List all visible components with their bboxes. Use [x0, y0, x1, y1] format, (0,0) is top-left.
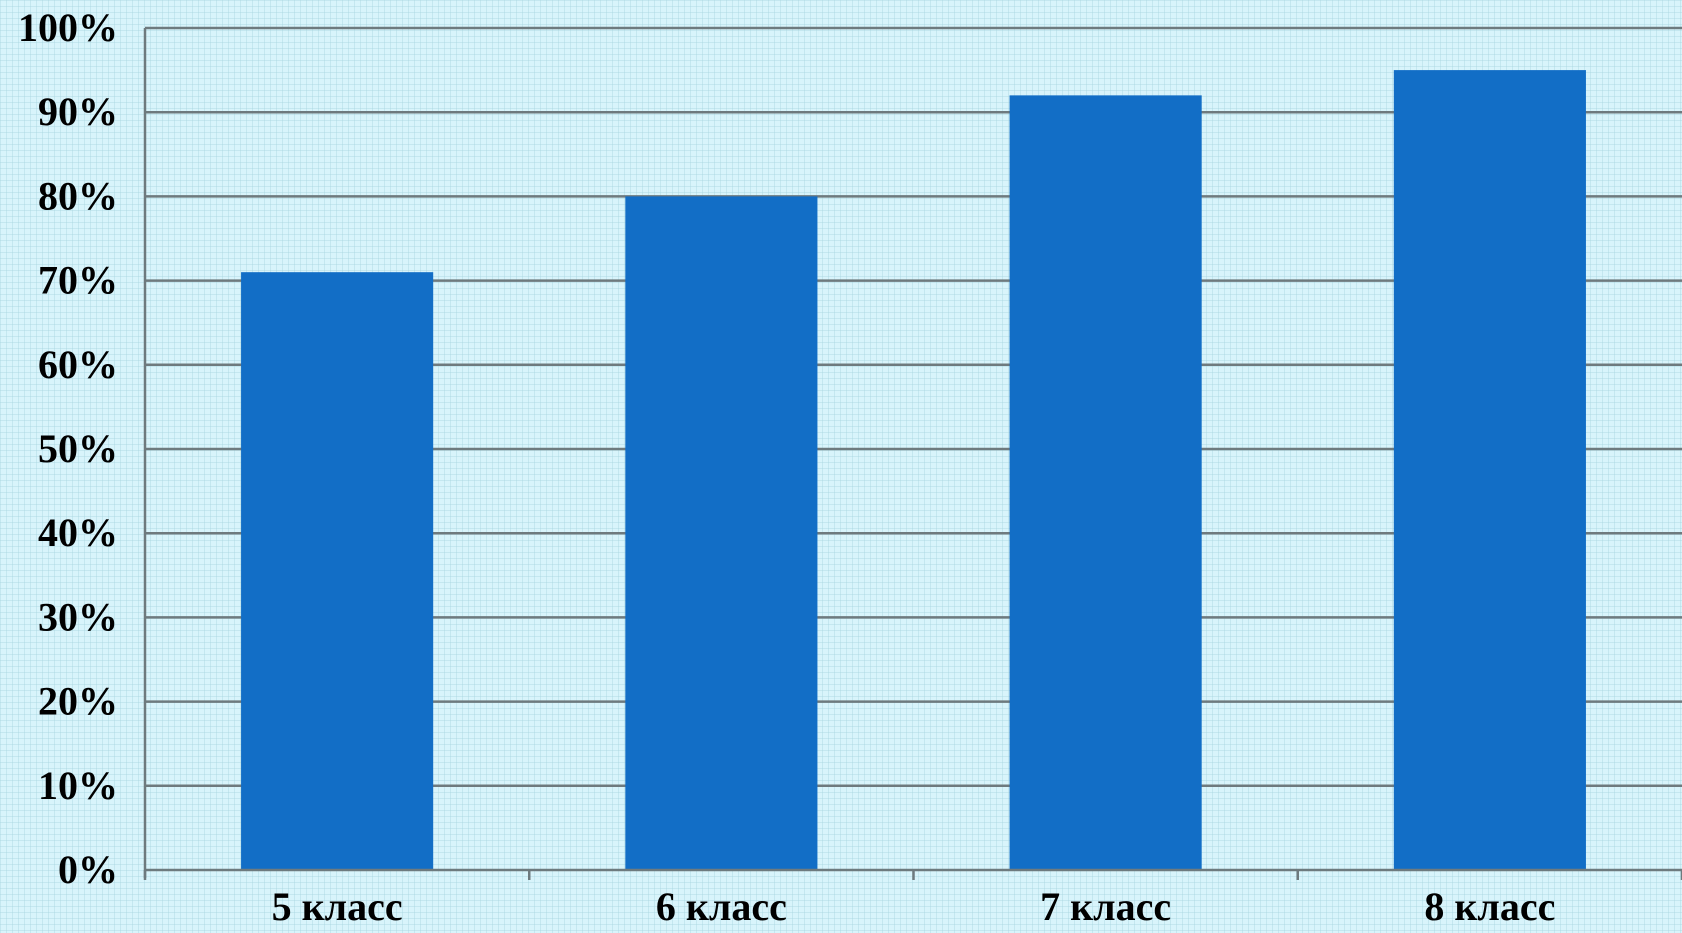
x-tick-label: 6 класс	[656, 884, 787, 929]
bar	[625, 196, 818, 870]
x-tick-label: 8 класс	[1424, 884, 1555, 929]
y-tick-label: 10%	[38, 763, 118, 808]
x-tick-label: 5 класс	[272, 884, 403, 929]
y-tick-label: 30%	[38, 594, 118, 639]
x-axis-labels: 5 класс 6 класс 7 класс 8 класс	[272, 884, 1556, 929]
x-tick-label: 7 класс	[1040, 884, 1171, 929]
bar	[1393, 70, 1586, 871]
y-tick-label: 80%	[38, 173, 118, 218]
y-tick-label: 100%	[18, 5, 118, 50]
y-tick-label: 60%	[38, 342, 118, 387]
y-tick-label: 0%	[58, 847, 118, 892]
y-tick-label: 70%	[38, 258, 118, 303]
axes	[143, 28, 1682, 880]
y-tick-label: 90%	[38, 89, 118, 134]
y-axis-labels: 0% 10% 20% 30% 40% 50% 60% 70% 80% 90% 100%	[18, 5, 118, 892]
y-tick-label: 50%	[38, 426, 118, 471]
y-tick-label: 20%	[38, 679, 118, 724]
bar	[1009, 95, 1202, 871]
bars	[241, 70, 1586, 871]
y-tick-label: 40%	[38, 510, 118, 555]
bar	[241, 272, 434, 870]
